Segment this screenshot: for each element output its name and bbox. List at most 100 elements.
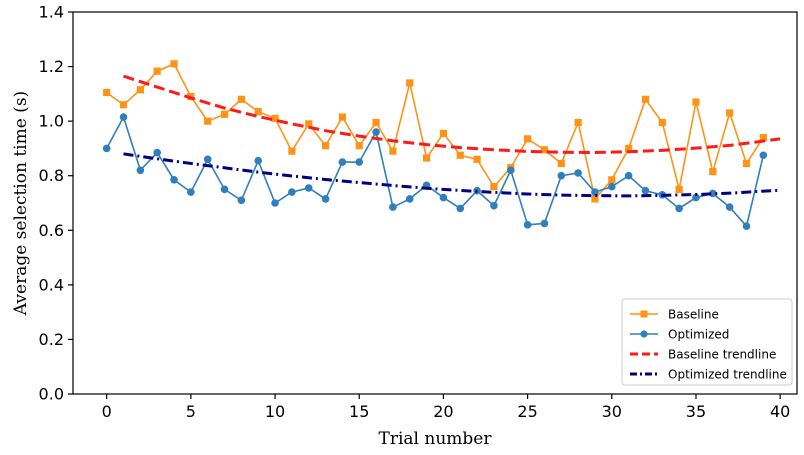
- data-point-baseline: [204, 117, 212, 125]
- x-axis-label: Trial number: [379, 429, 493, 449]
- data-point-optimized: [220, 185, 229, 194]
- data-point-optimized: [321, 195, 330, 203]
- data-point-optimized: [102, 144, 111, 153]
- data-point-optimized: [692, 193, 700, 202]
- legend-label-3: Optimized trendline: [668, 368, 787, 382]
- data-point-optimized: [506, 166, 515, 175]
- data-point-baseline: [692, 98, 700, 106]
- data-point-optimized: [759, 151, 768, 160]
- data-point-baseline: [726, 109, 734, 117]
- legend-label-0: Baseline: [668, 308, 719, 322]
- y-tick-label: 0.2: [39, 330, 64, 349]
- y-tick-label: 0.4: [39, 275, 64, 294]
- series-line-3: [123, 152, 781, 198]
- data-point-baseline: [675, 185, 683, 193]
- x-tick-label: 10: [265, 402, 285, 421]
- y-tick-label: 0.0: [39, 385, 64, 404]
- y-tick-label: 1.4: [39, 3, 64, 22]
- data-point-baseline: [473, 155, 481, 163]
- data-point-baseline: [759, 133, 767, 142]
- data-point-optimized: [187, 188, 195, 196]
- data-point-optimized: [557, 171, 566, 180]
- legend-box: [621, 298, 793, 386]
- y-tick-label: 0.8: [39, 166, 64, 185]
- data-point-optimized: [641, 186, 650, 195]
- data-point-optimized: [574, 169, 582, 177]
- plot-frame: [72, 11, 798, 395]
- data-point-baseline: [338, 113, 346, 121]
- data-point-optimized: [170, 176, 178, 184]
- data-point-baseline: [709, 168, 717, 176]
- series-line-0: [106, 62, 765, 201]
- data-point-baseline: [119, 101, 128, 109]
- data-point-optimized: [675, 204, 683, 213]
- data-point-baseline: [641, 95, 650, 103]
- data-point-baseline: [524, 135, 532, 143]
- data-point-baseline: [658, 118, 666, 127]
- data-point-baseline: [439, 129, 448, 138]
- x-tick-label: 20: [433, 402, 453, 421]
- data-point-baseline: [456, 151, 464, 159]
- data-point-baseline: [136, 86, 144, 94]
- data-point-baseline: [557, 159, 565, 168]
- y-axis-label: Average selection time (s): [11, 91, 31, 316]
- data-point-optimized: [136, 166, 145, 175]
- data-point-optimized: [271, 199, 279, 207]
- data-point-optimized: [119, 113, 128, 121]
- data-point-baseline: [288, 147, 296, 155]
- x-tick-label: 30: [602, 402, 622, 421]
- data-point-baseline: [254, 107, 262, 116]
- x-tick-label: 15: [349, 402, 369, 421]
- data-point-optimized: [540, 219, 549, 228]
- legend-label-2: Baseline trendline: [668, 348, 776, 362]
- data-point-optimized: [288, 188, 296, 196]
- data-point-baseline: [742, 159, 751, 168]
- y-tick-label: 1.2: [39, 57, 64, 76]
- x-tick-label: 5: [186, 402, 196, 421]
- data-point-optimized: [439, 193, 448, 202]
- data-point-baseline: [422, 154, 431, 162]
- data-point-optimized: [203, 155, 212, 164]
- data-point-baseline: [574, 118, 582, 127]
- data-point-baseline: [490, 183, 498, 191]
- data-point-baseline: [321, 142, 330, 150]
- data-point-baseline: [237, 95, 245, 103]
- x-tick-label: 0: [102, 402, 112, 421]
- x-tick-label: 35: [686, 402, 706, 421]
- data-point-optimized: [591, 188, 599, 196]
- data-point-baseline: [591, 195, 599, 203]
- data-point-baseline: [389, 147, 397, 155]
- data-point-baseline: [305, 120, 313, 128]
- legend-marker-square: [640, 310, 648, 318]
- data-point-optimized: [237, 196, 246, 205]
- data-point-optimized: [607, 182, 616, 191]
- data-point-baseline: [271, 114, 279, 123]
- data-point-baseline: [355, 142, 363, 150]
- data-point-optimized: [304, 184, 313, 192]
- series-line-2: [123, 74, 781, 155]
- data-point-optimized: [254, 156, 263, 165]
- data-point-baseline: [540, 146, 549, 154]
- data-point-optimized: [490, 201, 498, 210]
- y-tick-label: 1.0: [39, 112, 64, 131]
- data-point-baseline: [220, 110, 229, 118]
- legend-label-1: Optimized: [668, 328, 729, 342]
- data-point-baseline: [406, 79, 414, 87]
- data-point-optimized: [742, 222, 751, 230]
- data-point-optimized: [389, 203, 397, 211]
- data-point-baseline: [372, 118, 380, 127]
- x-tick-label: 40: [770, 402, 790, 421]
- data-point-optimized: [523, 221, 532, 229]
- x-tick-label: 25: [517, 402, 537, 421]
- data-point-optimized: [355, 158, 364, 166]
- data-point-baseline: [170, 60, 178, 68]
- data-point-baseline: [153, 67, 161, 75]
- data-point-baseline: [608, 176, 616, 184]
- data-point-optimized: [725, 203, 734, 211]
- data-point-optimized: [372, 128, 380, 136]
- data-point-baseline: [625, 144, 633, 153]
- data-point-optimized: [153, 148, 161, 157]
- series-line-1: [105, 115, 765, 228]
